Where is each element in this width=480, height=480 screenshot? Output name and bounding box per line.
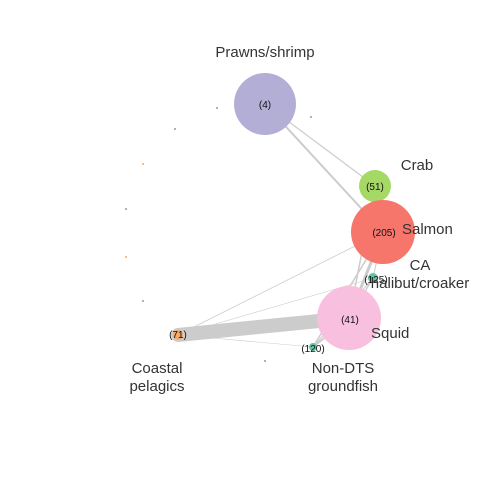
minor-node-dot [174,128,176,130]
node-label-halibut: CA halibut/croaker [371,257,469,292]
node-label-groundfish: Non-DTS groundfish [308,360,378,395]
node-label-prawns: Prawns/shrimp [215,44,314,61]
node-count-crab: (51) [366,182,384,193]
node-prawns [234,73,296,135]
node-groundfish [309,343,317,351]
minor-node-dot [264,360,266,362]
minor-node-dot [216,107,218,109]
node-label-pelagics: Coastal pelagics [129,360,184,395]
node-count-halibut: (125) [364,275,387,286]
node-count-pelagics: (71) [169,330,187,341]
node-count-prawns: (4) [259,100,271,111]
node-count-groundfish: (120) [301,344,324,355]
node-count-squid: (41) [341,315,359,326]
node-halibut [368,273,378,283]
labels-layer: (4) Prawns/shrimp (51) Crab (205) Salmon (125)… [129,44,469,395]
minor-dots-layer [125,107,312,362]
node-count-salmon: (205) [372,228,395,239]
minor-node-dot [125,208,127,210]
minor-node-dot [310,116,312,118]
minor-node-dot [125,256,127,258]
node-salmon [351,200,415,264]
minor-node-dot [142,300,144,302]
node-squid [317,286,381,350]
node-label-crab: Crab [401,157,434,174]
node-label-salmon: Salmon [402,221,453,238]
nodes-layer [173,73,415,351]
node-crab [359,170,391,202]
edge-salmon-pelagics [177,231,384,336]
minor-node-dot [142,163,144,165]
edge-pelagics-groundfish [177,334,314,348]
node-label-squid: Squid [371,325,409,342]
node-pelagics [173,330,183,340]
